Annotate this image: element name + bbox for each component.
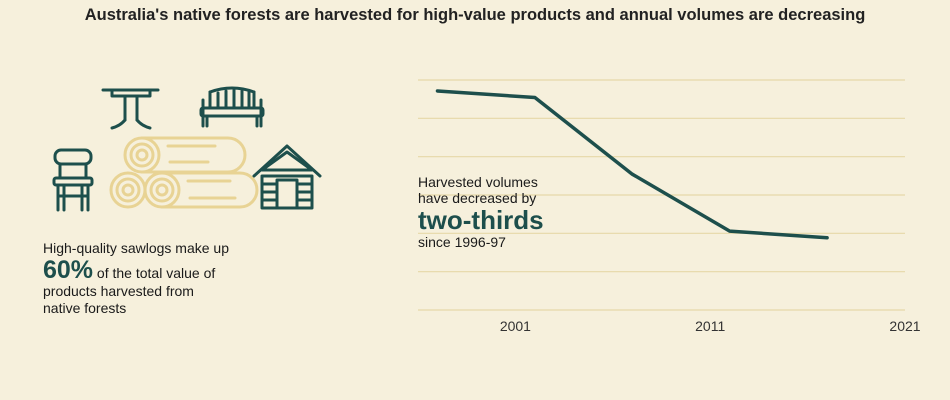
grid-lines (418, 79, 905, 311)
callout-line-2: have decreased by (418, 190, 537, 206)
table-icon (101, 88, 160, 130)
x-tick-label: 2021 (889, 318, 920, 334)
sawlog-line-3: products harvested from (43, 283, 194, 299)
x-tick-label: 2011 (695, 318, 725, 334)
house-icon (252, 144, 322, 210)
callout-stat: two-thirds (418, 205, 544, 235)
callout-line-1: Harvested volumes (418, 174, 538, 190)
sawlog-line-2: of the total value of (93, 265, 216, 281)
x-tick-label: 2001 (500, 318, 531, 334)
x-axis-ticks: 2001 2011 2021 (500, 318, 920, 334)
sawlog-line-4: native forests (43, 300, 127, 316)
harvest-callout: Harvested volumes have decreased by two-… (418, 174, 618, 250)
sawlog-line-1: High-quality sawlogs make up (43, 240, 229, 256)
chair-icon (52, 148, 94, 212)
product-icons (52, 86, 322, 212)
sawlog-stat-text: High-quality sawlogs make up 60% of the … (43, 240, 343, 317)
sawlog-percentage: 60% (43, 256, 94, 284)
bench-icon (199, 86, 265, 128)
series-group (435, 89, 829, 240)
callout-line-3: since 1996-97 (418, 234, 506, 250)
logs-icon (109, 136, 259, 209)
harvest-volume-chart: 2001 2011 2021 (418, 79, 920, 334)
chart-title: Australia's native forests are harvested… (84, 6, 866, 24)
